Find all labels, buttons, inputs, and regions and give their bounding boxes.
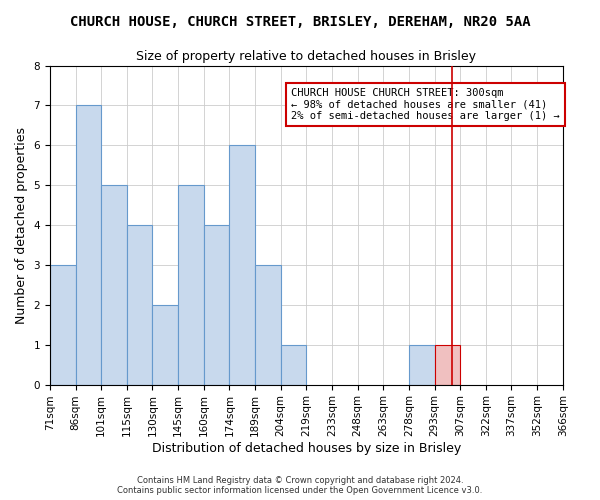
Bar [178,185,204,384]
Bar [434,344,460,385]
Title: Size of property relative to detached houses in Brisley: Size of property relative to detached ho… [136,50,476,63]
Text: Contains HM Land Registry data © Crown copyright and database right 2024.
Contai: Contains HM Land Registry data © Crown c… [118,476,482,495]
X-axis label: Distribution of detached houses by size in Brisley: Distribution of detached houses by size … [152,442,461,455]
Bar [50,265,76,384]
Bar [281,344,307,385]
Bar [229,146,255,384]
Bar [409,344,434,385]
Bar [152,305,178,384]
Bar [204,225,229,384]
Bar [76,106,101,384]
Text: CHURCH HOUSE, CHURCH STREET, BRISLEY, DEREHAM, NR20 5AA: CHURCH HOUSE, CHURCH STREET, BRISLEY, DE… [70,15,530,29]
Text: CHURCH HOUSE CHURCH STREET: 300sqm
← 98% of detached houses are smaller (41)
2% : CHURCH HOUSE CHURCH STREET: 300sqm ← 98%… [291,88,560,121]
Bar [101,185,127,384]
Bar [255,265,281,384]
Y-axis label: Number of detached properties: Number of detached properties [15,126,28,324]
Bar [127,225,152,384]
